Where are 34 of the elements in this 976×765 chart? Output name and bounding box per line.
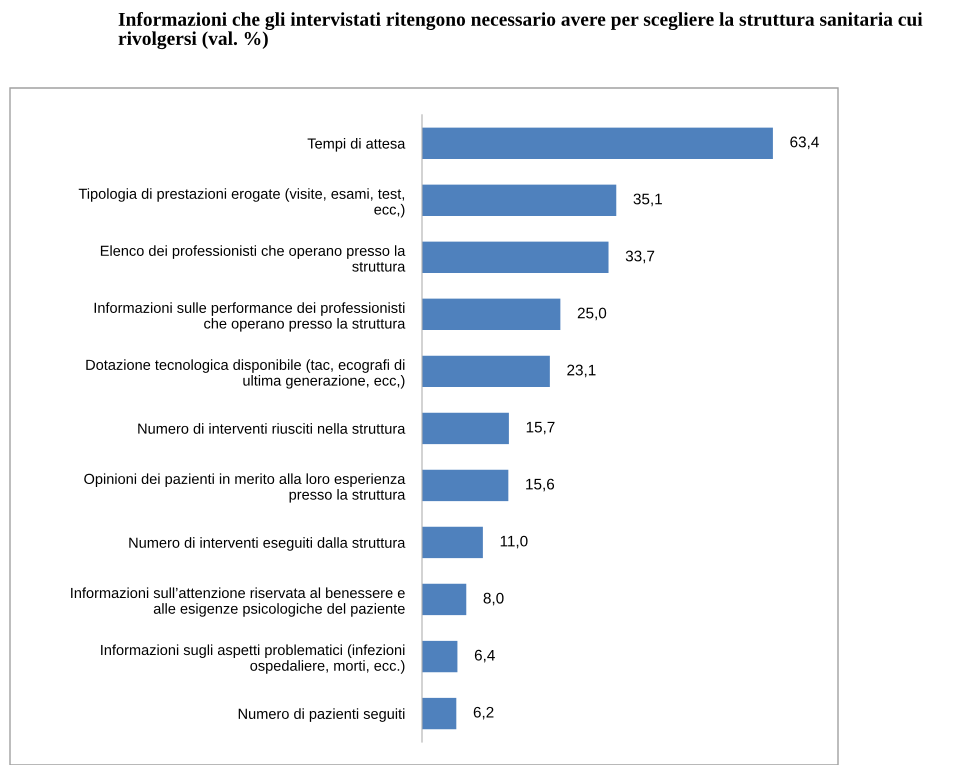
data-label: 6,4	[474, 650, 495, 662]
y-tick-label: Elenco dei professionisti che operano presso la struttura	[100, 245, 406, 272]
bar	[422, 242, 609, 273]
bar	[422, 412, 509, 444]
data-label: 63,4	[790, 136, 819, 150]
data-label: 23,1	[567, 364, 596, 378]
y-tick-label: Informazioni sulle performance dei professionisti che operano presso la struttura	[94, 302, 406, 332]
y-tick-label: Opinioni dei pazienti in merito alla loro esperienza presso la struttura	[84, 473, 406, 503]
data-label: 8,0	[484, 592, 504, 606]
bar	[422, 698, 456, 730]
data-label: 15,7	[526, 422, 555, 434]
bar	[422, 356, 550, 388]
y-tick-label: Numero di interventi eseguiti dalla struttura	[129, 537, 406, 551]
bar	[422, 298, 560, 330]
y-tick-label: Tempi di attesa	[308, 138, 406, 152]
bar	[422, 526, 483, 558]
data-label: 33,7	[626, 250, 654, 264]
y-tick-label: Numero di interventi riusciti nella struttura	[138, 423, 406, 434]
bar	[422, 128, 773, 159]
bar	[422, 640, 458, 672]
data-label: 6,2	[474, 706, 494, 720]
y-tick-label: Numero di pazienti seguiti	[238, 708, 404, 722]
bar	[422, 470, 508, 502]
y-tick-label: Dotazione tecnologica disponibile (tac, ecografi di ultima generazione, ecc,)	[86, 359, 404, 389]
data-label: 11,0	[500, 536, 528, 548]
y-tick-label: Informazioni sugli aspetti problematici (infezioni ospedaliere, morti, ecc.)	[101, 644, 404, 674]
bar	[422, 184, 616, 216]
data-label: 25,0	[578, 308, 606, 320]
y-tick-label: Tipologia di prestazioni erogate (visite, esami, test, ecc,)	[78, 188, 404, 218]
y-tick-label: Informazioni sull’attenzione riservata al benessere e alle esigenze psicologiche del paziente	[71, 587, 405, 617]
data-label: 35,1	[634, 194, 662, 206]
chart-title: Informazioni che gli intervistati ritengono necessario avere per scegliere la struttura sanitaria cui rivolgersi (val. %)	[118, 12, 922, 50]
bar	[422, 584, 466, 616]
data-label: 15,6	[526, 478, 554, 492]
